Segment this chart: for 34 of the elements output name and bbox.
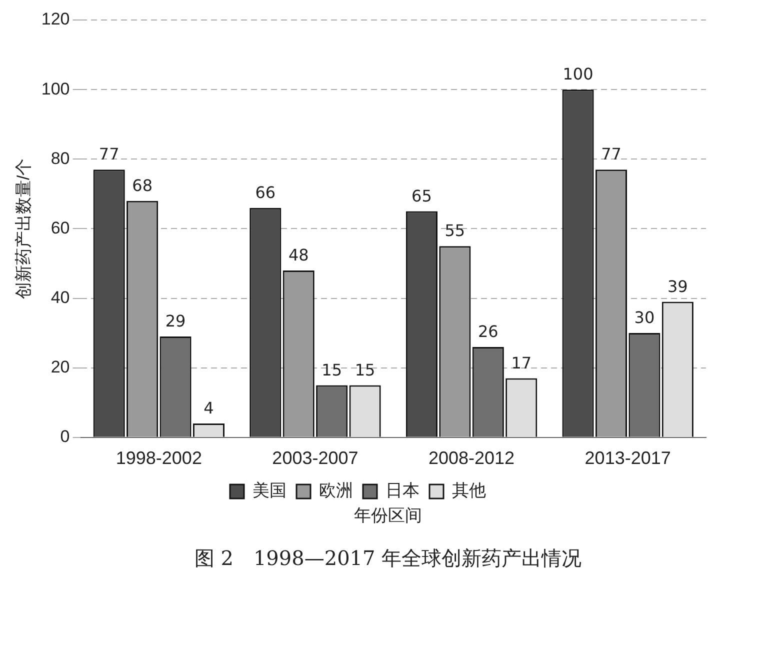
y-tick-label: 120 xyxy=(41,10,70,29)
data-label: 77 xyxy=(601,144,622,164)
data-label: 77 xyxy=(98,144,120,164)
text: 图 2 1998—2017 年全球创新药产出情况 xyxy=(193,545,583,572)
y-tick-label: 0 xyxy=(60,427,70,446)
x-tick-label: 2013-2017 xyxy=(584,448,671,468)
y-tick-label: 80 xyxy=(50,148,70,168)
legend-label: 其他 xyxy=(452,481,486,500)
data-label: 39 xyxy=(667,276,688,296)
legend-label: 日本 xyxy=(386,481,420,500)
y-tick-label: 60 xyxy=(50,218,70,238)
x-axis-title: 年份区间 xyxy=(353,505,423,527)
data-label: 100 xyxy=(562,64,594,84)
y-tick-label: 100 xyxy=(41,79,70,98)
data-label: 15 xyxy=(354,360,376,380)
data-label: 26 xyxy=(478,322,498,342)
data-label: 30 xyxy=(634,308,655,328)
x-tick-label: 1998-2002 xyxy=(116,448,202,468)
data-label: 29 xyxy=(165,312,186,331)
x-tick-label: 2003-2007 xyxy=(272,448,358,468)
data-label: 68 xyxy=(132,176,152,196)
x-tick-label: 2008-2012 xyxy=(428,448,515,468)
data-label: 4 xyxy=(204,398,214,418)
data-label: 66 xyxy=(255,182,276,202)
data-label: 48 xyxy=(288,246,309,265)
legend-label: 欧洲 xyxy=(319,481,353,500)
data-label: 55 xyxy=(444,221,466,240)
y-axis-title: 创新药产出数量/个 xyxy=(14,158,33,300)
data-label: 17 xyxy=(511,353,532,372)
data-label: 15 xyxy=(322,360,342,380)
y-tick-label: 40 xyxy=(50,288,70,307)
y-tick-label: 20 xyxy=(50,358,70,377)
data-label: 65 xyxy=(412,186,432,206)
legend-label: 美国 xyxy=(252,481,286,500)
